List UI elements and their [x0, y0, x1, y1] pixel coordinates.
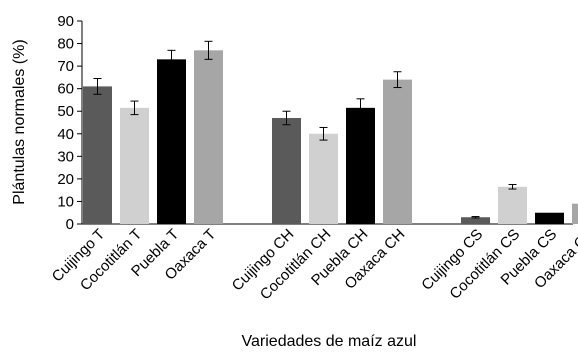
bar — [120, 107, 149, 224]
bar — [157, 59, 186, 224]
bar — [194, 50, 223, 225]
y-tick-label: 10 — [57, 193, 74, 210]
y-tick-label: 30 — [57, 148, 74, 165]
bar — [309, 133, 338, 224]
y-tick-label: 50 — [57, 103, 74, 120]
bar — [83, 86, 112, 225]
y-tick-label: 20 — [57, 171, 74, 188]
bar — [498, 186, 527, 224]
y-tick-label: 40 — [57, 126, 74, 143]
bar — [383, 79, 412, 225]
bar — [461, 217, 490, 224]
bars — [83, 40, 578, 225]
bar — [572, 203, 578, 224]
x-axis-title: Variedades de maíz azul — [242, 333, 417, 350]
y-tick-label: 70 — [57, 58, 74, 75]
y-tick-label: 90 — [57, 13, 74, 30]
bar — [346, 107, 375, 224]
bar — [535, 212, 564, 224]
bar — [272, 117, 301, 224]
y-tick-label: 0 — [66, 216, 74, 233]
y-axis-title: Plántulas normales (%) — [11, 39, 28, 204]
y-tick-label: 60 — [57, 81, 74, 98]
y-tick-label: 80 — [57, 36, 74, 53]
